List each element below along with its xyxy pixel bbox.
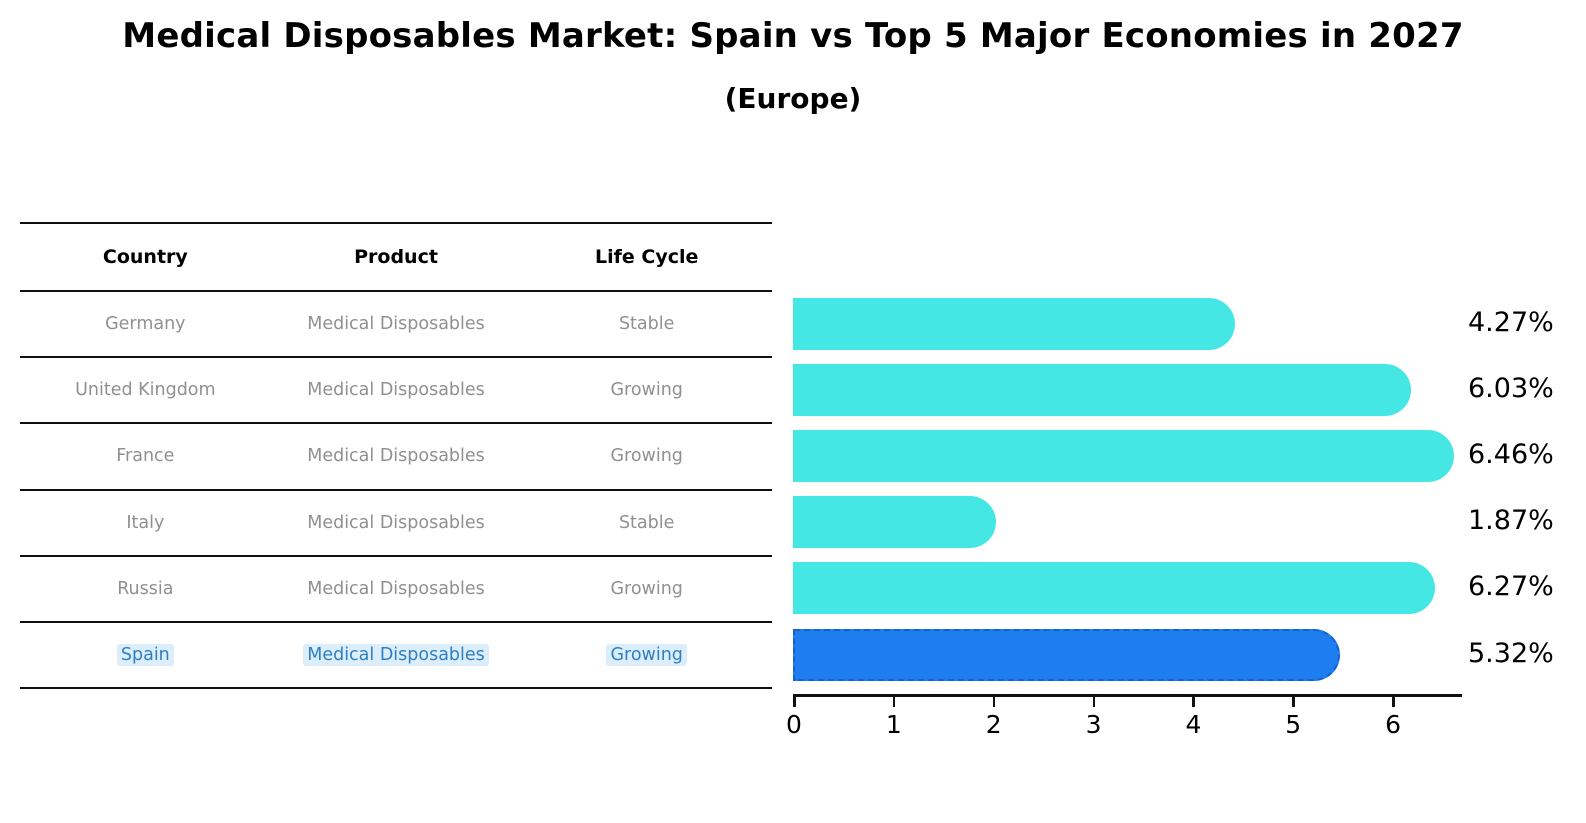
table-cell-product: Medical Disposables <box>307 380 485 401</box>
x-axis-line <box>793 694 1462 697</box>
bar-united-kingdom <box>793 363 1412 416</box>
bar-value-label: 6.46% <box>1468 438 1554 470</box>
chart-title: Medical Disposables Market: Spain vs Top… <box>122 16 1464 56</box>
table-cell-country: Spain <box>20 644 271 667</box>
table-cell-product: Medical Disposables <box>307 446 485 467</box>
table-cell-country: Russia <box>117 578 174 599</box>
table-row: France Medical Disposables Growing <box>20 424 772 491</box>
country-table: Country Product Life Cycle Germany Medic… <box>20 222 772 690</box>
bar-spain-highlight <box>793 628 1341 681</box>
table-cell-country: United Kingdom <box>75 380 216 401</box>
x-axis-tick <box>793 697 796 707</box>
table-cell-product: Medical Disposables <box>307 314 485 335</box>
table-cell-life-cycle: Growing <box>610 380 683 401</box>
table-row: Italy Medical Disposables Stable <box>20 491 772 557</box>
bar-russia <box>793 562 1436 615</box>
column-header-country: Country <box>102 246 188 268</box>
x-axis-tick-label: 4 <box>1185 710 1202 739</box>
x-axis-tick-label: 6 <box>1385 710 1402 739</box>
table-cell-country: Italy <box>126 512 165 533</box>
table-cell-product: Medical Disposables <box>307 578 485 599</box>
x-axis-tick-label: 1 <box>885 710 902 739</box>
table-cell-country: France <box>116 446 175 467</box>
table-cell-product: Medical Disposables <box>307 512 485 533</box>
table-cell-life-cycle: Growing <box>610 578 683 599</box>
x-axis-tick <box>1092 697 1096 707</box>
table-cell-country: Germany <box>105 314 186 335</box>
bar-value-label: 6.03% <box>1468 372 1554 404</box>
x-axis-tick <box>892 697 896 707</box>
bar-value-label: 1.87% <box>1468 505 1554 537</box>
bar-germany <box>793 297 1236 350</box>
x-axis-tick-label: 0 <box>786 710 802 739</box>
x-axis-tick-label: 3 <box>1085 710 1102 739</box>
column-header-product: Product <box>354 246 438 268</box>
table-row: United Kingdom Medical Disposables Growi… <box>20 358 772 425</box>
x-axis-tick-label: 2 <box>985 710 1002 739</box>
x-axis-tick <box>1292 697 1295 707</box>
bar-value-label: 5.32% <box>1468 637 1554 669</box>
bar-value-label: 6.27% <box>1468 571 1554 603</box>
table-row: Germany Medical Disposables Stable <box>20 292 772 359</box>
column-header-life-cycle: Life Cycle <box>594 246 699 268</box>
bar-value-label: 4.27% <box>1468 306 1554 338</box>
x-axis-tick-label: 5 <box>1285 710 1302 739</box>
table-row: Russia Medical Disposables Growing <box>20 557 772 623</box>
table-header-row: Country Product Life Cycle <box>20 224 772 292</box>
x-axis-tick <box>1392 697 1395 707</box>
x-axis-tick <box>992 697 996 707</box>
chart-subtitle: (Europe) <box>724 82 862 115</box>
table-cell-product: Medical Disposables <box>271 644 522 667</box>
table-cell-life-cycle: Growing <box>610 446 683 467</box>
table-cell-life-cycle: Growing <box>521 644 772 667</box>
x-axis-tick <box>1192 697 1195 707</box>
bar-france <box>793 429 1455 482</box>
table-cell-life-cycle: Stable <box>618 512 675 533</box>
bar-italy <box>793 496 996 549</box>
table-row: Spain Medical Disposables Growing <box>20 623 772 690</box>
table-cell-life-cycle: Stable <box>618 314 675 335</box>
